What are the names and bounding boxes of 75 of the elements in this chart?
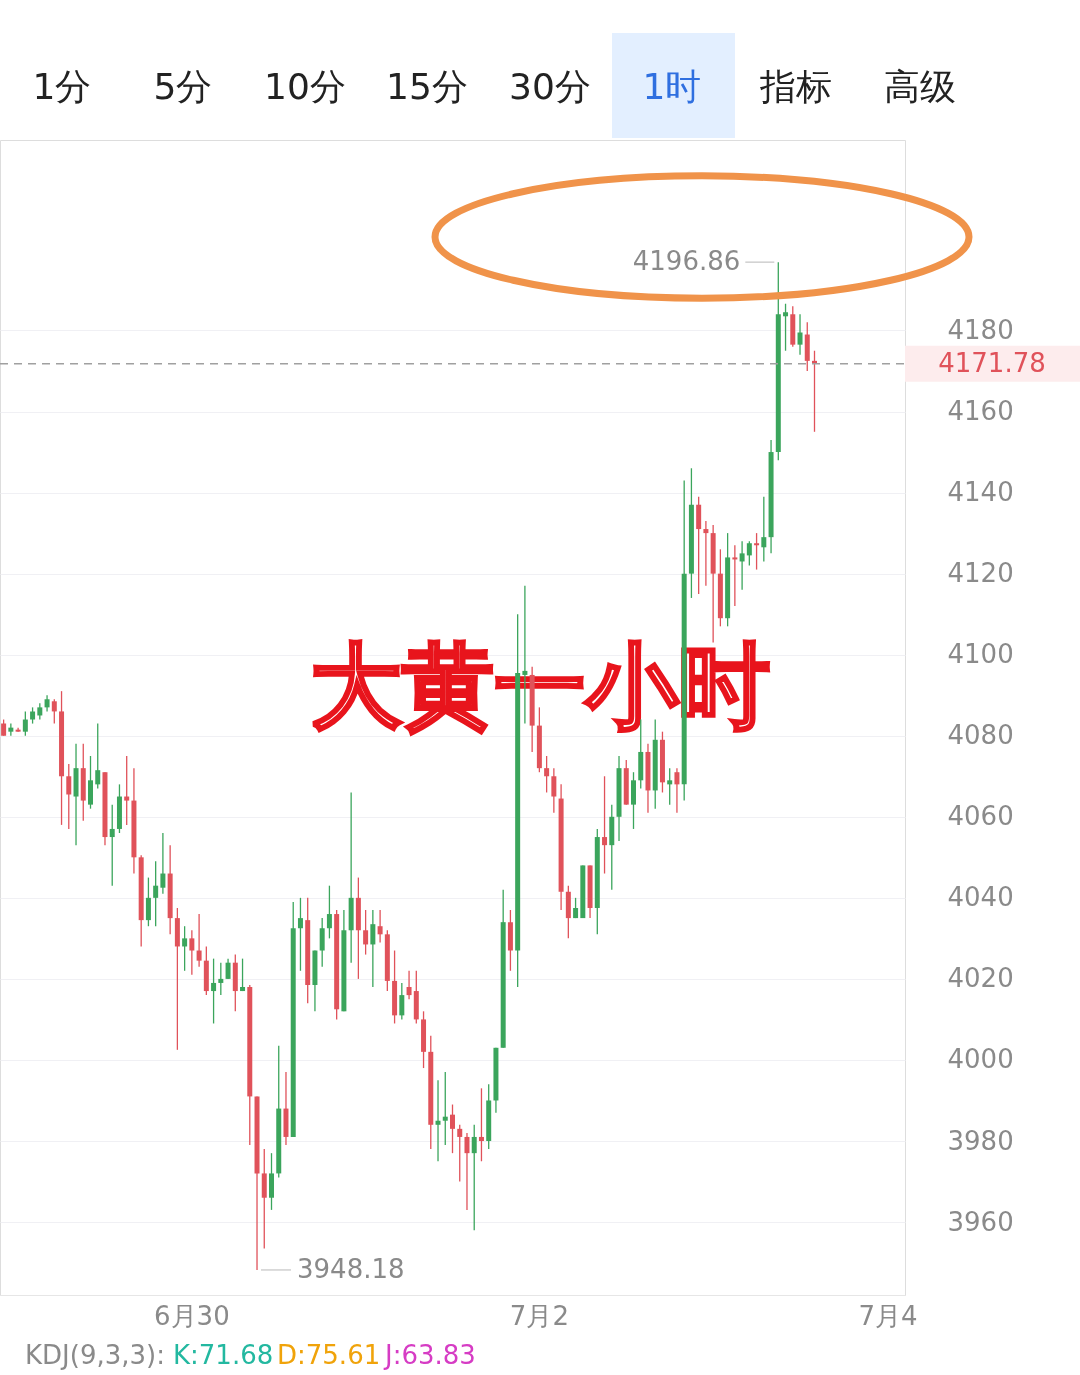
text: 7月4	[858, 1301, 918, 1331]
text: 5分	[153, 66, 213, 107]
candlestick	[66, 763, 72, 830]
y-tick-label: 4080	[947, 720, 1014, 751]
candlestick	[297, 897, 303, 972]
text: 30分	[509, 66, 591, 107]
candlestick	[450, 1103, 455, 1154]
text: 高级	[884, 66, 956, 107]
y-tick-label: 4160	[947, 396, 1014, 427]
candlestick	[160, 832, 166, 895]
candlestick	[124, 755, 130, 826]
y-tick-label: 4000	[947, 1044, 1014, 1075]
candlestick	[196, 913, 202, 968]
candlestick	[326, 885, 332, 940]
candlestick	[399, 982, 405, 1021]
candlestick	[732, 544, 738, 607]
text: 15分	[386, 66, 468, 107]
candlestick	[406, 970, 412, 1000]
candlestick	[370, 909, 376, 988]
candlestick	[746, 540, 752, 567]
candlestick	[8, 722, 14, 737]
candlestick	[442, 1071, 448, 1146]
candlestick	[145, 876, 151, 927]
y-tick-label: 3960	[947, 1206, 1014, 1237]
candlestick	[22, 710, 28, 737]
y-tick-label: 4180	[947, 314, 1014, 345]
text: 10分	[264, 66, 346, 107]
candlestick	[225, 957, 231, 980]
candlestick	[478, 1087, 484, 1162]
x-tick-label: 7月2	[509, 1300, 569, 1331]
candlestick	[797, 313, 803, 356]
text: D:75.61	[277, 1340, 381, 1370]
candlestick	[667, 767, 673, 806]
y-tick-label: 4020	[947, 963, 1014, 994]
candlestick	[464, 1132, 470, 1211]
y-tick-label: 4100	[947, 639, 1014, 670]
y-tick-label: 4040	[947, 882, 1014, 913]
candlestick	[761, 495, 767, 563]
text: 指标	[759, 66, 832, 107]
candlestick	[783, 303, 789, 352]
candlestick	[211, 957, 217, 1025]
y-tick-label: 3980	[947, 1125, 1014, 1156]
candlestick	[544, 755, 550, 794]
candlestick	[95, 722, 101, 790]
candlestick	[551, 767, 557, 814]
candlestick	[754, 532, 760, 571]
candlestick	[363, 909, 369, 956]
candlestick	[109, 803, 115, 887]
text: KDJ(9,3,3):	[25, 1340, 165, 1370]
candlestick	[153, 860, 159, 927]
text: J:63.83	[383, 1340, 476, 1370]
candlestick	[218, 962, 224, 996]
candlestick	[703, 520, 709, 587]
y-tick-label: 4140	[947, 477, 1014, 508]
candlestick	[471, 1124, 477, 1231]
text: 1分	[32, 66, 92, 107]
y-tick-label: 4120	[947, 558, 1014, 589]
candlestick	[674, 767, 680, 814]
ref-line-label: 4171.78	[938, 347, 1046, 378]
candlestick	[739, 540, 745, 591]
candlestick	[435, 1079, 441, 1162]
candlestick	[377, 909, 383, 944]
candlestick	[240, 957, 246, 992]
y-tick-label: 4060	[947, 801, 1014, 832]
candlestick	[457, 1124, 463, 1183]
candlestick	[51, 698, 57, 725]
candlestick	[319, 917, 325, 968]
text: 1时	[642, 66, 702, 107]
text: K:71.68	[173, 1340, 274, 1370]
x-tick-label: 6月30	[154, 1300, 230, 1331]
candlestick	[602, 775, 608, 875]
annotation: 4196.86	[632, 246, 741, 277]
candlestick	[182, 925, 188, 972]
candlestick	[189, 929, 195, 976]
annotation: 3948.18	[297, 1253, 405, 1284]
